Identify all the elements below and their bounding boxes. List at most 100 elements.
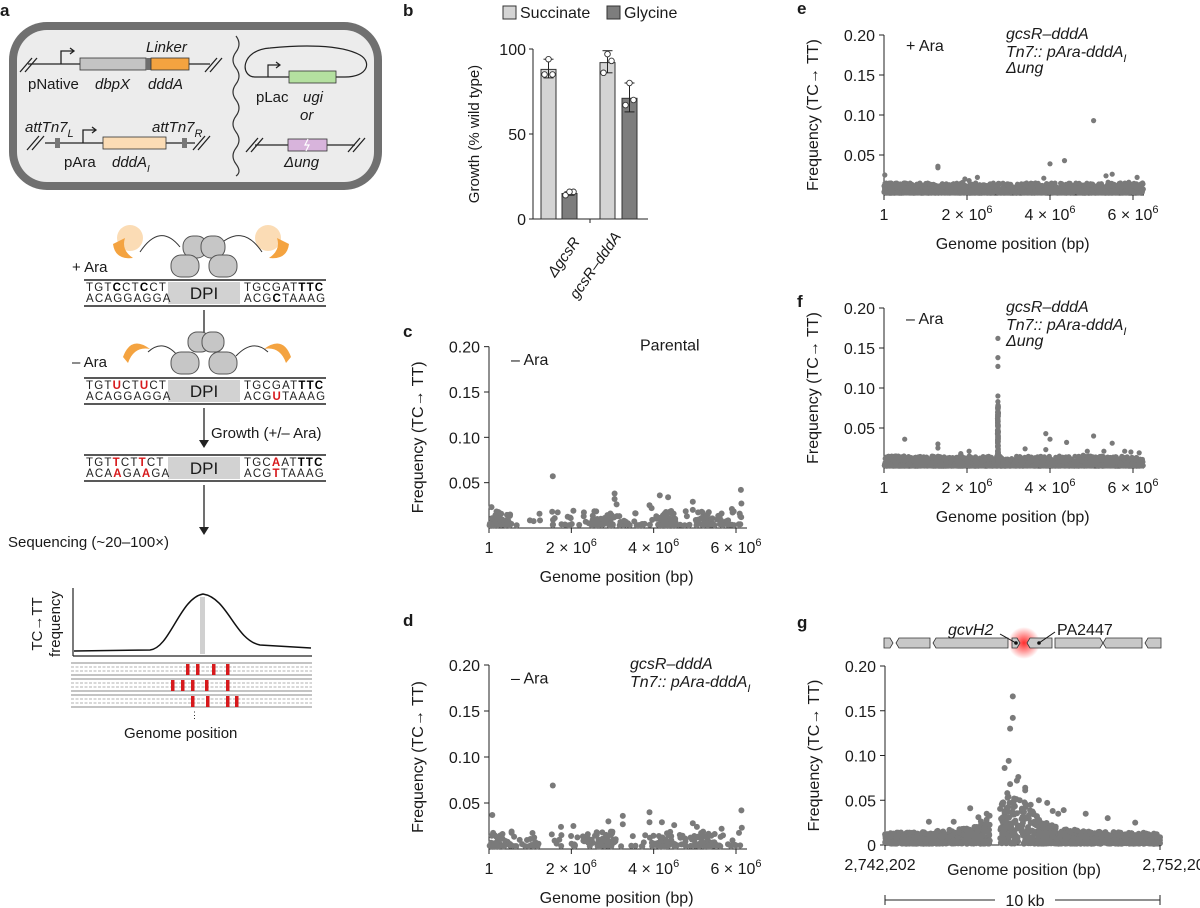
data-point (646, 819, 653, 826)
data-point (1056, 462, 1062, 468)
label-pnative: pNative (28, 76, 79, 93)
replicate-point (541, 71, 548, 78)
data-point (607, 510, 614, 517)
dpi-label: DPI (190, 459, 218, 478)
ddda-active (123, 331, 291, 375)
y-tick-label: 0 (517, 212, 526, 229)
data-point (594, 521, 601, 528)
data-point (687, 842, 694, 849)
data-point (536, 510, 543, 517)
data-point (1074, 827, 1081, 834)
data-point (1094, 189, 1100, 195)
data-point (1022, 455, 1028, 461)
data-point (591, 508, 598, 515)
data-point (502, 842, 508, 848)
x-axis-label: Genome position (bp) (936, 236, 1090, 253)
data-point (659, 843, 666, 850)
data-point (885, 454, 891, 460)
x-tick-label: 2 × 106 (546, 537, 597, 557)
data-point (935, 187, 942, 193)
data-point (882, 187, 888, 193)
mutation-mark (212, 664, 216, 675)
data-point (1130, 463, 1136, 469)
x-axis-label: Genome position (bp) (540, 569, 694, 586)
sequence-lb: ACAAGAAGA (86, 468, 170, 480)
data-point (1126, 179, 1132, 185)
data-point (731, 522, 737, 529)
data-point (910, 188, 917, 195)
data-point (1137, 459, 1143, 465)
y-tick-label: 0.15 (449, 385, 480, 402)
data-point (720, 832, 726, 839)
x-tick-label: 1 (880, 207, 889, 224)
data-point (1090, 190, 1096, 196)
label-dddai: dddAI (112, 154, 150, 175)
data-point (996, 180, 1002, 187)
x-tick-label: 1 (485, 540, 494, 557)
ddda-toxin-bound-immunity (113, 225, 289, 259)
y-tick-label: 0.05 (449, 796, 480, 813)
y-axis-label: Frequency (TC→ TT) (410, 681, 427, 833)
data-point (1109, 171, 1115, 177)
data-point (1128, 449, 1134, 455)
y-tick-label: 0.05 (844, 421, 875, 438)
data-point (613, 501, 620, 508)
y-tick-label: 0.20 (449, 340, 480, 357)
data-point (1010, 188, 1017, 194)
data-point (530, 518, 537, 525)
data-point (1047, 436, 1053, 442)
data-point (624, 520, 631, 527)
data-point (1130, 456, 1136, 462)
y-tick-label: 0.20 (844, 301, 875, 318)
y-tick-label: 0.15 (844, 341, 875, 358)
label-ddda: dddA (148, 76, 183, 93)
data-point (1097, 453, 1103, 460)
data-point (558, 521, 565, 528)
data-point (648, 505, 655, 512)
strain-label: Δung (1005, 333, 1044, 350)
frequency-curve (73, 593, 312, 652)
data-point (911, 455, 917, 461)
mutation-mark (205, 680, 209, 691)
data-point (691, 835, 698, 842)
data-point (995, 410, 1001, 416)
data-point (992, 188, 998, 194)
data-point (639, 843, 646, 850)
data-point (506, 519, 513, 526)
data-point (937, 454, 943, 460)
data-point (995, 457, 1001, 463)
data-point (549, 782, 556, 789)
sequencing-reads (71, 662, 312, 708)
condition-label: – Ara (906, 311, 943, 328)
data-point (604, 841, 611, 848)
promoter-arrow-icon (267, 61, 281, 77)
sequence-lb: ACAGGAGGA (86, 391, 172, 403)
data-point (1124, 187, 1130, 194)
data-point (926, 181, 932, 187)
data-point (1064, 463, 1070, 469)
data-point (1037, 454, 1043, 460)
data-point (685, 522, 692, 529)
mutation-mark (191, 680, 195, 691)
strain-label: Tn7:: pAra-dddAI (1006, 44, 1126, 65)
data-point (656, 515, 663, 522)
data-point (516, 836, 523, 843)
data-point (724, 518, 731, 525)
linker-segment (146, 58, 151, 70)
data-point (923, 185, 929, 191)
data-point (495, 837, 502, 843)
data-point (597, 515, 604, 522)
data-point (1048, 462, 1054, 468)
data-point (693, 823, 700, 830)
data-point (669, 510, 676, 517)
data-point (966, 178, 972, 184)
chromosome-break-icon (19, 57, 223, 73)
replicate-point (600, 69, 607, 77)
data-point (888, 180, 894, 186)
y-tick-label: 0.05 (449, 476, 480, 493)
data-point (571, 843, 577, 850)
panel-label-g: g (797, 613, 807, 632)
data-point (995, 399, 1001, 405)
